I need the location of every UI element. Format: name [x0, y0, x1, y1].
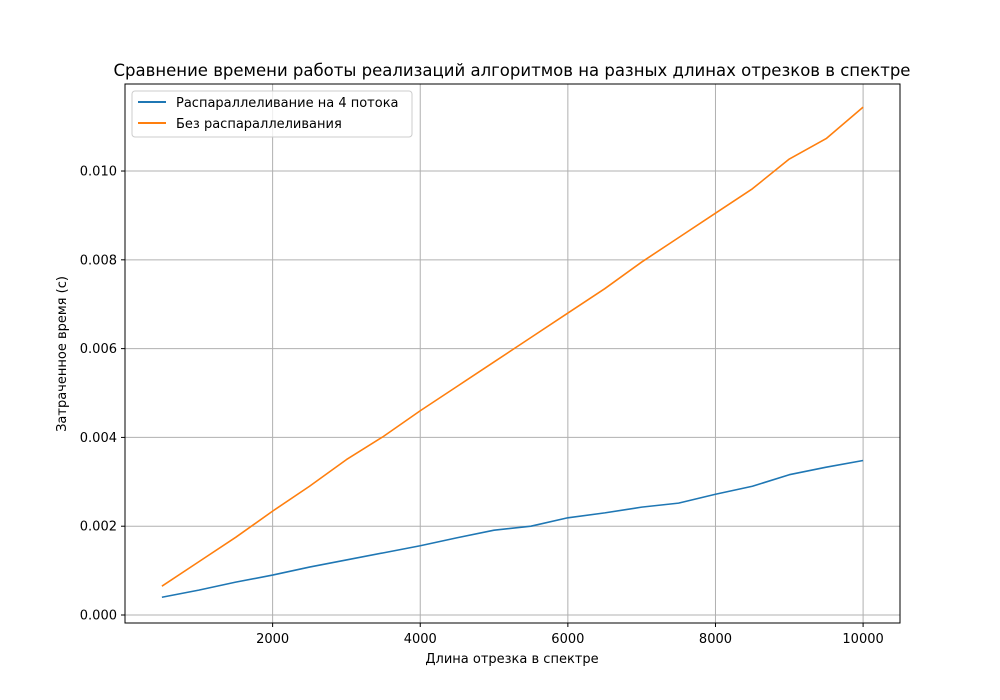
- x-tick-label: 8000: [699, 632, 732, 647]
- y-tick-label: 0.004: [80, 431, 117, 446]
- series-lines: [161, 106, 864, 599]
- series-line-sequential: [161, 106, 864, 587]
- y-tick-label: 0.010: [80, 165, 117, 180]
- x-axis-label: Длина отрезка в спектре: [425, 652, 598, 667]
- x-tick-label: 10000: [842, 632, 883, 647]
- legend-label-parallel: Распараллеливание на 4 потока: [176, 96, 399, 111]
- y-tick-label: 0.002: [80, 520, 117, 535]
- legend: Распараллеливание на 4 потока Без распар…: [131, 90, 413, 138]
- legend-box: [131, 90, 413, 138]
- legend-label-sequential: Без распараллеливания: [176, 117, 342, 132]
- x-tick-label: 2000: [256, 632, 289, 647]
- y-tick-label: 0.000: [80, 609, 117, 624]
- x-tick-label: 4000: [404, 632, 437, 647]
- y-tick-label: 0.006: [80, 342, 117, 357]
- x-tick-label: 6000: [551, 632, 584, 647]
- chart-title: Сравнение времени работы реализаций алго…: [114, 61, 911, 80]
- y-tick-label: 0.008: [80, 253, 117, 268]
- series-line-parallel: [161, 459, 864, 599]
- plot-frame: [124, 83, 901, 624]
- y-axis-label: Затраченное время (с): [55, 276, 70, 432]
- axis-ticks: 2000 4000 6000 8000 10000 0.000 0.002 0.004 0.00…: [80, 165, 884, 647]
- grid-lines: [125, 84, 900, 623]
